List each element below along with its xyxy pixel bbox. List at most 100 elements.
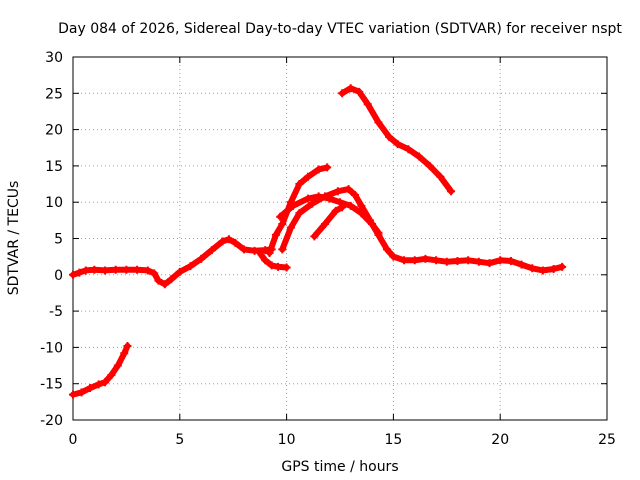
data-point <box>389 252 398 261</box>
x-tick-label: 0 <box>69 432 78 448</box>
data-point <box>385 132 394 141</box>
data-point <box>338 203 347 212</box>
data-point <box>425 161 434 170</box>
data-point <box>254 247 263 256</box>
series-arc-1 <box>69 341 132 399</box>
data-point <box>94 380 103 389</box>
data-point <box>75 268 84 277</box>
data-point <box>267 261 276 270</box>
data-point <box>410 256 419 265</box>
data-point <box>81 266 90 275</box>
data-point <box>314 192 323 201</box>
data-point <box>186 262 195 271</box>
data-point <box>308 199 317 208</box>
data-point <box>464 256 473 265</box>
data-point <box>344 185 353 194</box>
data-point <box>167 275 176 284</box>
y-tick-label: 0 <box>54 268 63 284</box>
data-point <box>355 87 364 96</box>
x-tick-label: 5 <box>175 432 184 448</box>
data-point <box>421 254 430 263</box>
series-line <box>266 164 331 256</box>
data-point <box>374 228 383 237</box>
data-point <box>150 269 159 278</box>
data-point <box>101 378 110 387</box>
data-point <box>303 172 312 181</box>
data-point <box>517 260 526 269</box>
data-point <box>331 206 340 215</box>
series-arc-6 <box>276 192 383 237</box>
data-point <box>224 235 233 244</box>
data-point <box>314 165 323 174</box>
y-tick-label: 25 <box>45 86 63 102</box>
data-series <box>69 84 567 399</box>
data-point <box>69 270 77 279</box>
data-point <box>207 246 216 255</box>
data-point <box>506 257 515 266</box>
data-point <box>218 237 227 246</box>
data-point <box>549 264 558 273</box>
data-point <box>143 266 152 275</box>
y-tick-label: -20 <box>40 413 63 429</box>
data-point <box>123 341 132 350</box>
series-arc-2 <box>69 235 276 289</box>
data-point <box>113 361 122 370</box>
x-axis-title: GPS time / hours <box>281 459 398 475</box>
data-point <box>415 152 424 161</box>
data-point <box>496 256 505 265</box>
data-point <box>276 212 285 221</box>
series-line <box>70 236 275 288</box>
data-point <box>346 84 355 93</box>
data-point <box>393 140 402 149</box>
data-point <box>442 257 451 266</box>
x-tick-label: 20 <box>491 432 509 448</box>
data-point <box>374 118 383 127</box>
data-point <box>436 172 445 181</box>
data-point <box>133 265 142 274</box>
y-tick-label: 15 <box>45 159 63 175</box>
series-arc-5 <box>278 185 567 275</box>
data-point <box>282 263 291 272</box>
data-point <box>274 262 283 271</box>
data-point <box>323 163 332 172</box>
data-point <box>357 201 366 210</box>
series-arc-7 <box>310 203 347 241</box>
x-tick-label: 25 <box>598 432 616 448</box>
grid-lines <box>73 57 607 420</box>
data-point <box>231 238 240 247</box>
data-point <box>336 198 344 207</box>
y-tick-label: 20 <box>45 123 63 139</box>
data-point <box>261 256 270 265</box>
data-point <box>382 245 391 254</box>
y-tick-label: -15 <box>40 377 63 393</box>
y-tick-label: -5 <box>49 304 63 320</box>
data-point <box>90 265 99 274</box>
series-line <box>311 204 346 240</box>
y-tick-label: 5 <box>54 232 63 248</box>
data-point <box>310 232 319 241</box>
data-point <box>432 256 441 265</box>
data-point <box>474 257 483 266</box>
data-point <box>447 187 456 196</box>
y-tick-label: 10 <box>45 195 63 211</box>
data-point <box>271 230 280 239</box>
data-point <box>286 223 295 232</box>
data-point <box>154 276 163 285</box>
data-point <box>295 180 304 189</box>
y-tick-label: 30 <box>45 50 63 66</box>
data-point <box>325 194 334 203</box>
data-point <box>357 209 366 218</box>
data-point <box>120 349 129 358</box>
series-arc-4 <box>265 163 332 258</box>
data-point <box>368 219 377 228</box>
series-line <box>277 193 382 236</box>
data-point <box>363 100 372 109</box>
data-point <box>175 267 184 276</box>
chart-title: Day 084 of 2026, Sidereal Day-to-day VTE… <box>58 21 622 37</box>
data-point <box>122 265 131 274</box>
data-point <box>265 249 274 258</box>
data-point <box>333 187 342 196</box>
data-point <box>404 145 413 154</box>
data-point <box>69 390 77 399</box>
